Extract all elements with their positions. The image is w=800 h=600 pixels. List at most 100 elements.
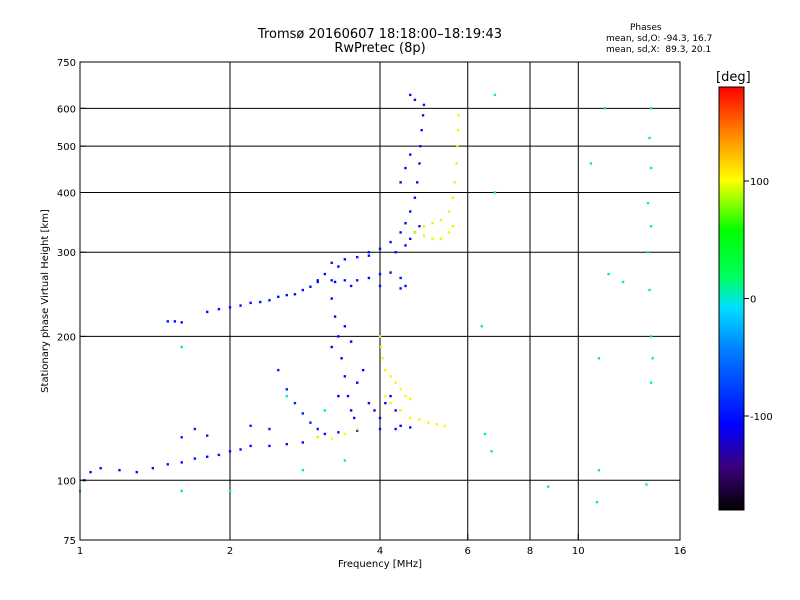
echo-point	[409, 237, 412, 241]
echo-point	[435, 423, 438, 426]
echo-point	[337, 335, 340, 338]
echo-point	[456, 128, 460, 132]
echo-point	[418, 162, 421, 165]
echo-point	[389, 394, 392, 398]
echo-point	[333, 280, 337, 284]
echo-point	[355, 279, 359, 282]
echo-point	[597, 357, 601, 360]
echo-point	[427, 421, 430, 424]
echo-point	[399, 287, 402, 290]
colorbar-tick-label: -100	[750, 412, 773, 423]
echo-point	[268, 427, 271, 431]
y-axis-label: Stationary phase Virtual Height [km]	[40, 209, 51, 393]
x-tick-label: 6	[465, 546, 471, 557]
echo-point	[205, 455, 209, 458]
echo-point	[421, 114, 425, 117]
echo-point	[389, 271, 392, 274]
echo-point	[404, 244, 407, 247]
echo-point	[135, 470, 138, 474]
echo-point	[355, 381, 359, 384]
y-tick-label: 200	[57, 332, 76, 343]
echo-point	[409, 93, 412, 97]
echo-point	[249, 424, 252, 428]
echo-point	[453, 181, 456, 184]
chart-subtitle: RwPretec (8p)	[334, 41, 426, 56]
echo-point	[404, 222, 407, 225]
echo-point	[367, 254, 371, 257]
echo-point	[355, 255, 359, 259]
echo-point	[379, 345, 383, 349]
echo-point	[193, 457, 197, 460]
echo-point	[89, 470, 92, 474]
y-tick-label: 750	[57, 58, 76, 69]
echo-point	[180, 461, 183, 464]
echo-point	[457, 114, 460, 117]
echo-point	[595, 500, 599, 504]
echo-point	[409, 153, 412, 156]
echo-point	[268, 444, 271, 448]
echo-point	[493, 191, 497, 194]
echo-point	[447, 231, 451, 234]
colorbar-tick-label: 100	[750, 177, 769, 188]
echo-point	[603, 107, 606, 110]
echo-point	[480, 325, 483, 328]
echo-point	[378, 335, 382, 338]
echo-point	[439, 237, 443, 241]
echo-point	[316, 279, 319, 282]
echo-point	[349, 284, 353, 288]
echo-point	[309, 421, 312, 424]
echo-point	[490, 450, 493, 453]
echo-point	[330, 261, 333, 265]
grid-lines	[80, 62, 680, 540]
echo-point	[483, 432, 487, 436]
echo-point	[239, 304, 242, 307]
echo-point	[399, 181, 402, 184]
echo-point	[316, 280, 319, 284]
echo-point	[277, 368, 280, 372]
echo-point	[346, 394, 350, 398]
echo-point	[422, 225, 426, 228]
echo-point	[301, 468, 305, 472]
echo-point	[180, 321, 183, 324]
echo-points	[78, 93, 654, 504]
colorbar	[719, 87, 744, 510]
echo-point	[268, 299, 271, 302]
echo-point	[316, 436, 319, 439]
echo-point	[330, 437, 333, 441]
echo-point	[413, 196, 417, 199]
echo-point	[343, 375, 347, 378]
echo-point	[166, 320, 169, 323]
echo-point	[330, 279, 333, 282]
echo-point	[173, 320, 177, 323]
y-tick-label: 600	[57, 104, 76, 115]
chart-title: Tromsø 20160607 18:18:00–18:19:43	[257, 27, 503, 42]
echo-point	[451, 225, 455, 228]
echo-point	[415, 181, 419, 184]
phases-o-stats: mean, sd,O: -94.3, 16.7	[606, 34, 713, 44]
echo-point	[418, 225, 421, 228]
echo-point	[367, 276, 371, 280]
phases-heading: Phases	[630, 23, 662, 33]
echo-point	[394, 409, 397, 412]
echo-point	[239, 448, 242, 451]
echo-point	[337, 265, 340, 268]
echo-point	[301, 412, 305, 415]
echo-point	[316, 427, 319, 431]
echo-point	[180, 345, 183, 349]
echo-point	[349, 340, 353, 343]
echo-point	[399, 276, 402, 280]
echo-point	[404, 394, 407, 398]
echo-point	[389, 401, 392, 405]
echo-point	[228, 306, 232, 309]
echo-point	[409, 397, 412, 401]
echo-point	[373, 409, 376, 412]
echo-point	[180, 489, 183, 493]
echo-point	[431, 237, 434, 241]
echo-point	[645, 483, 648, 486]
echo-point	[546, 485, 550, 488]
echo-point	[597, 468, 601, 472]
y-tick-label: 75	[63, 536, 76, 547]
echo-point	[337, 394, 340, 398]
echo-point	[285, 442, 288, 446]
